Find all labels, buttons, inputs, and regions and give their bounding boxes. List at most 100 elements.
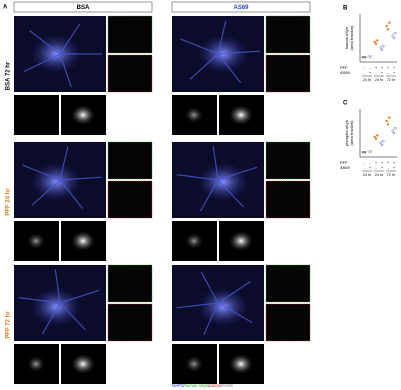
dot [376, 134, 379, 137]
inset-green [265, 15, 311, 54]
neurite [59, 302, 86, 331]
legend-part: human αSyn [185, 383, 209, 388]
row-label: AS69 [340, 70, 351, 75]
dot [376, 39, 379, 42]
time-label: 24 hr [363, 173, 372, 177]
row-label: AS69 [340, 165, 351, 170]
neurite [23, 53, 61, 73]
y-axis-label: phospho-αSyn [344, 120, 349, 146]
legend-part: / [208, 383, 210, 388]
neurite [59, 179, 84, 209]
time-label: 24 hr [363, 78, 372, 82]
time-label: 24 hr [375, 78, 384, 82]
neurite [199, 179, 219, 212]
inset-green [265, 264, 311, 303]
neurite [217, 302, 253, 324]
neuron-gray [229, 105, 253, 125]
row-label: PFF 24 hr [6, 188, 12, 216]
dot [388, 116, 391, 119]
legend-part: / [221, 383, 223, 388]
sign: - [369, 65, 371, 70]
dot [374, 137, 378, 140]
sign: + [381, 165, 384, 170]
dot [380, 48, 384, 52]
panel-label: B [343, 6, 348, 12]
time-label: 72 hr [387, 173, 396, 177]
dot [386, 28, 390, 31]
neurite [59, 53, 72, 87]
row-label: PFF 72 hr [6, 311, 12, 339]
sign: + [393, 165, 396, 170]
inset-green [107, 15, 153, 54]
time-label: 24 hr [375, 173, 384, 177]
sign: - [363, 165, 365, 170]
neurite [212, 146, 219, 181]
neuron-gray [27, 233, 45, 249]
neurite [217, 179, 244, 208]
sign: + [375, 160, 378, 165]
dot [374, 42, 378, 45]
dot [394, 126, 397, 130]
column-header-box [171, 1, 311, 13]
sign: - [387, 70, 389, 75]
sign: - [387, 165, 389, 170]
sign: + [381, 160, 384, 165]
neuron-gray [229, 354, 253, 374]
sign: + [369, 70, 372, 75]
dot [379, 141, 382, 144]
dot [386, 123, 390, 126]
neurite [59, 23, 81, 55]
sign: - [375, 70, 377, 75]
sign: + [387, 160, 390, 165]
sign: - [375, 165, 377, 170]
neurite [54, 269, 61, 304]
dot [364, 56, 367, 59]
dot [394, 32, 397, 35]
inset-red [107, 180, 153, 219]
row-label: PFF [340, 65, 348, 70]
legend-part: AS69 [223, 383, 234, 388]
y-axis-label: human αSyn [344, 27, 349, 50]
dot [385, 24, 388, 28]
neurite [41, 302, 61, 335]
legend-part: pαSyn [209, 383, 222, 388]
channel-legend: MAP2/human αSyn/pαSyn/AS69 [172, 383, 233, 388]
neurite [59, 146, 69, 181]
neurite [217, 281, 251, 304]
inset-red [107, 54, 153, 93]
y-axis-label: (area fraction) [349, 120, 354, 146]
column-header: AS69 [233, 5, 249, 11]
inset-red [107, 303, 153, 342]
inset-gray [14, 95, 59, 135]
column-header: BSA [77, 5, 90, 11]
sign: - [363, 70, 365, 75]
neurite [31, 179, 61, 206]
sign: + [393, 65, 396, 70]
sign: + [381, 65, 384, 70]
neurite [29, 30, 61, 55]
dot [385, 119, 388, 123]
time-label: 72 hr [387, 78, 396, 82]
neuron-gray [71, 231, 95, 251]
neuron-gray [27, 356, 45, 372]
dot [370, 55, 373, 58]
sign: + [393, 160, 396, 165]
inset-green [107, 141, 153, 180]
neurite [217, 53, 242, 83]
neurite [59, 289, 100, 304]
legend-part: MAP2 [172, 383, 184, 388]
column-header-box [13, 1, 153, 13]
panel-label: A [3, 5, 8, 11]
neuron-gray [185, 233, 203, 249]
neurite [180, 38, 219, 55]
y-axis-label: (area fraction) [349, 25, 354, 51]
neurite [217, 166, 258, 181]
neurite [176, 174, 219, 181]
dot [373, 135, 376, 139]
neuron-gray [71, 354, 95, 374]
inset-red [265, 180, 311, 219]
neurite [217, 20, 227, 55]
neuron-gray [229, 231, 253, 251]
row-label: PFF [340, 160, 348, 165]
